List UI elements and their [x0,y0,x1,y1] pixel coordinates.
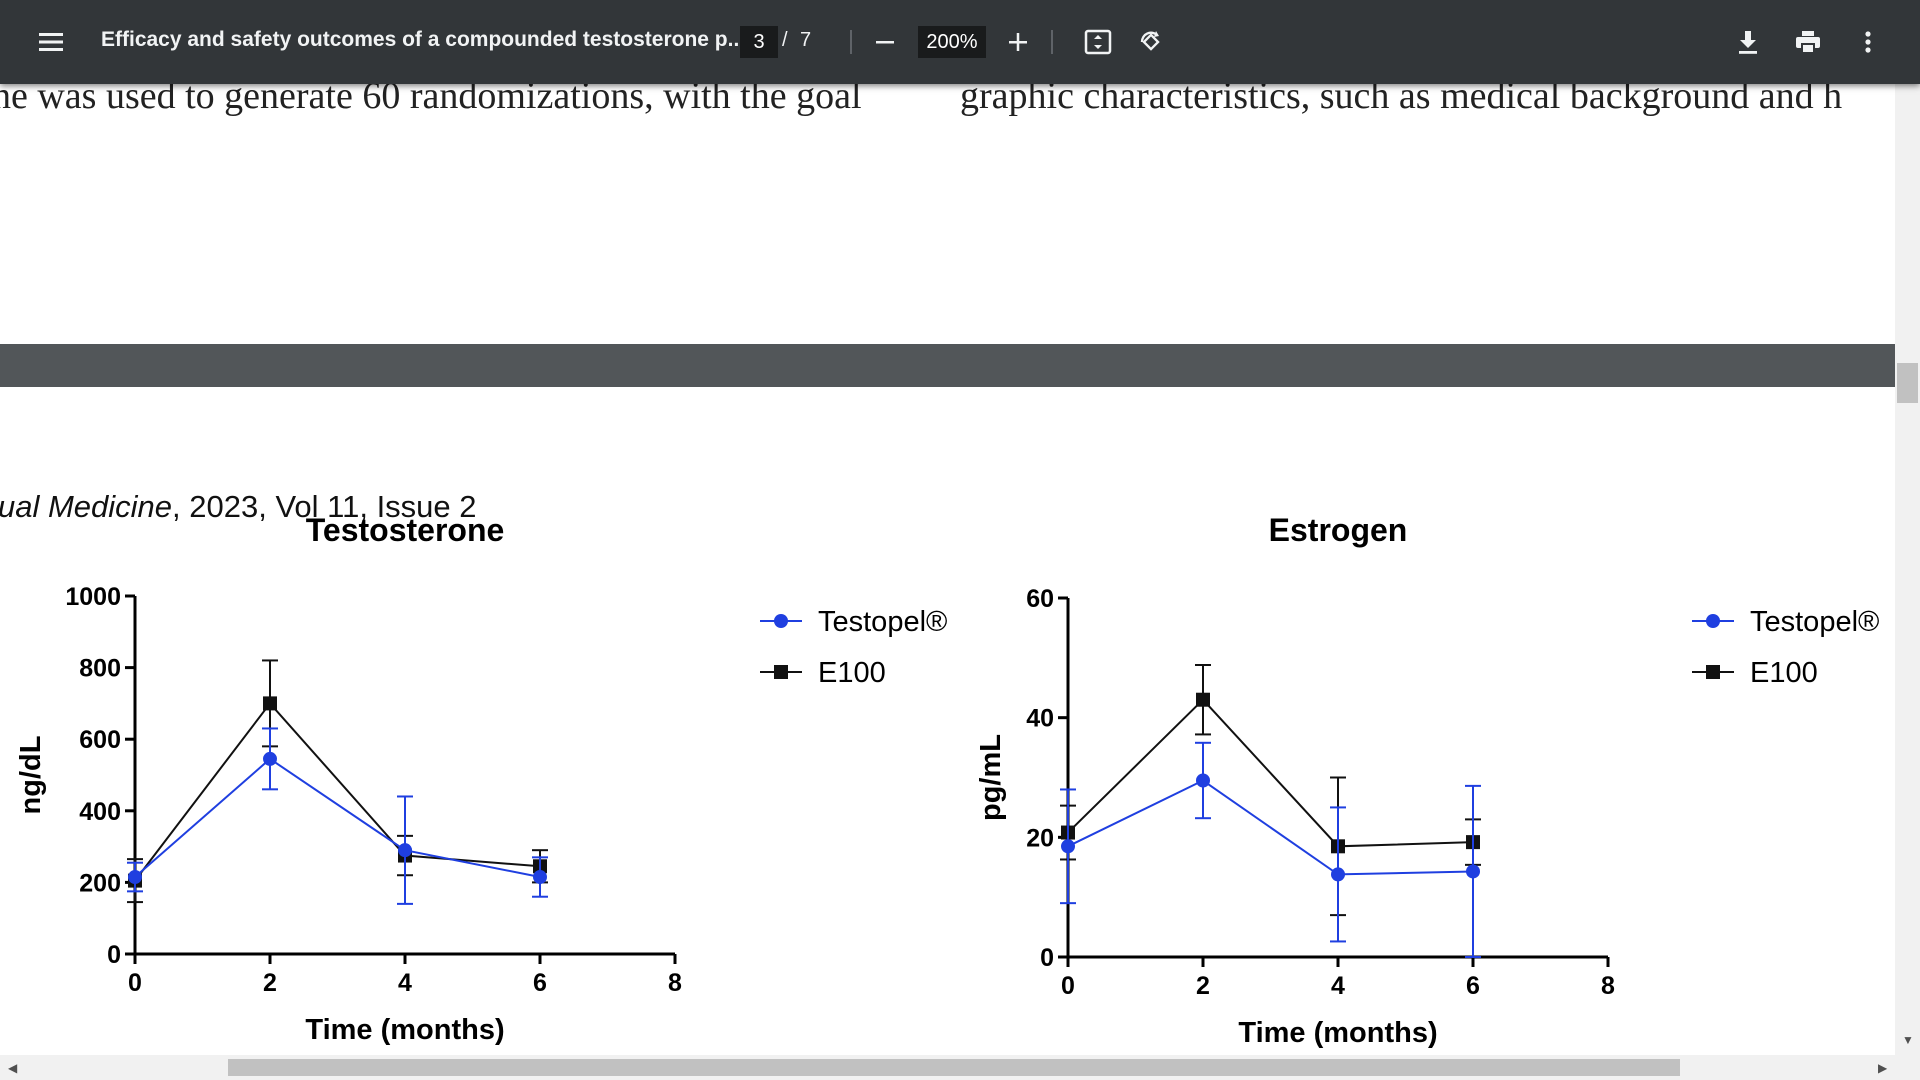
x-axis-label: Time (months) [1238,1017,1437,1049]
data-point [1061,839,1075,854]
x-tick-label: 2 [1196,972,1210,1000]
x-tick-label: 6 [533,969,547,997]
y-tick-label: 400 [79,798,121,826]
series-line [1067,698,1474,848]
data-point [128,870,142,885]
vertical-scrollbar[interactable] [1895,84,1920,1055]
data-point [1196,773,1210,788]
data-point [1196,692,1210,707]
body-text-left: ne was used to generate 60 randomization… [0,84,862,117]
chart-title: Testosterone [306,512,505,548]
x-tick-label: 0 [128,969,142,997]
data-point [263,751,277,766]
legend-marker [774,614,788,628]
y-tick-label: 1000 [65,583,121,611]
chart-title: Estrogen [1269,512,1408,548]
page-number-input[interactable]: 3 [740,26,778,58]
legend-marker [1706,665,1720,679]
fit-page-icon[interactable] [1074,18,1122,66]
y-tick-label: 0 [1040,944,1054,972]
current-page: ual Medicine, 2023, Vol 11, Issue 2 Test… [0,387,1895,1055]
y-axis-label: ng/dL [15,736,47,815]
scroll-right-arrow[interactable]: ▶ [1878,1061,1888,1075]
x-tick-label: 8 [1601,972,1615,1000]
series-line [1067,779,1474,876]
series-line [134,757,541,879]
legend-label: E100 [1750,657,1818,689]
scroll-down-arrow[interactable]: ▼ [1902,1033,1914,1047]
document-title: Efficacy and safety outcomes of a compou… [101,28,746,51]
y-tick-label: 60 [1026,585,1054,613]
data-point [398,843,412,858]
journal-name: ual Medicine [0,489,173,524]
data-point [533,870,547,885]
y-axis-label: pg/mL [975,734,1007,821]
legend-label: E100 [818,657,886,689]
download-icon[interactable] [1724,18,1772,66]
data-point [1466,864,1480,879]
zoom-input[interactable]: 200% [918,26,986,58]
data-point [1331,867,1345,882]
legend-marker [1706,614,1720,628]
more-vert-icon[interactable] [1844,18,1892,66]
previous-page: ne was used to generate 60 randomization… [0,84,1895,344]
x-axis-label: Time (months) [305,1014,504,1046]
x-tick-label: 0 [1061,972,1075,1000]
zoom-out-icon[interactable] [861,18,909,66]
x-tick-label: 8 [668,969,682,997]
y-tick-label: 0 [107,941,121,969]
data-point [263,696,277,711]
journal-header: ual Medicine, 2023, Vol 11, Issue 2 [0,489,477,525]
x-tick-label: 4 [398,969,412,997]
print-icon[interactable] [1784,18,1832,66]
y-tick-label: 20 [1026,824,1054,852]
y-tick-label: 800 [79,655,121,683]
x-tick-label: 2 [263,969,277,997]
toolbar-divider [1051,30,1053,54]
toolbar-divider [850,30,852,54]
vertical-scroll-thumb[interactable] [1897,363,1918,403]
legend-label: Testopel® [1750,606,1879,638]
document-viewer: ne was used to generate 60 randomization… [0,84,1895,1055]
x-tick-label: 6 [1466,972,1480,1000]
x-tick-label: 4 [1331,972,1345,1000]
body-text-right: graphic characteristics, such as medical… [960,84,1843,117]
pdf-toolbar: Efficacy and safety outcomes of a compou… [0,0,1920,84]
legend-label: Testopel® [818,606,947,638]
y-tick-label: 200 [79,869,121,897]
rotate-icon[interactable] [1127,18,1175,66]
journal-issue: , 2023, Vol 11, Issue 2 [172,489,477,524]
y-tick-label: 40 [1026,705,1054,733]
zoom-in-icon[interactable] [994,18,1042,66]
scroll-left-arrow[interactable]: ◀ [8,1061,18,1075]
series-line [134,701,541,882]
menu-icon[interactable] [27,18,75,66]
page-separator: / [782,29,788,51]
legend-marker [774,665,788,679]
y-tick-label: 600 [79,726,121,754]
page-total: 7 [800,29,812,51]
horizontal-scroll-thumb[interactable] [228,1059,1680,1076]
